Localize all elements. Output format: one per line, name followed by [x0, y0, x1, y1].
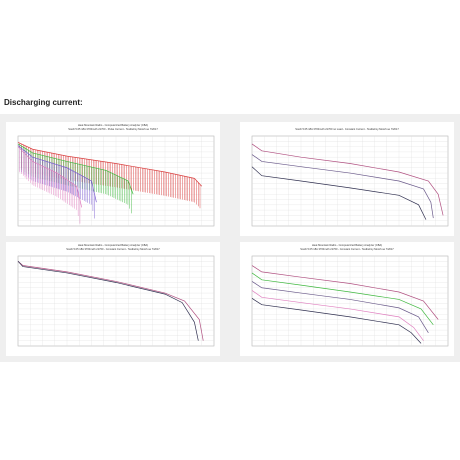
series-line: [251, 166, 427, 220]
series-line: [251, 281, 429, 333]
chart-plot: [251, 255, 449, 347]
series-line: [251, 298, 422, 344]
chart-title: Heat Mountain Radio - Computerized Batte…: [77, 124, 149, 127]
series-line: [251, 272, 434, 326]
chart-subtitle: Soshi 5.05 18A 3700mAh 21700 - Pulse Cur…: [68, 128, 158, 131]
chart-title: Heat Mountain Radio - Computerized Batte…: [311, 244, 383, 247]
chart-subtitle: Soshi 5.05 18A 3700mAh 21700 no Load - C…: [295, 128, 399, 131]
chart-constant-current-a: Heat Mountain Radio - Computerized Batte…: [6, 242, 220, 356]
chart-plot: [17, 135, 215, 227]
chart-pulse-current: Heat Mountain Radio - Computerized Batte…: [6, 122, 220, 236]
chart-constant-current-b: Heat Mountain Radio - Computerized Batte…: [240, 242, 454, 356]
series-line: [17, 146, 83, 208]
chart-title: Heat Mountain Radio - Computerized Batte…: [77, 244, 149, 247]
series-line: [251, 154, 434, 219]
chart-plot: [251, 135, 449, 227]
chart-plot: [17, 255, 215, 347]
series-line: [17, 261, 204, 341]
series-line: [251, 143, 444, 216]
chart-subtitle: Soshi 5.05 18A 3700mAh 21700 - Constant …: [66, 248, 160, 251]
series-line: [251, 265, 439, 320]
section-title: Discharging current:: [4, 98, 83, 107]
chart-constant-current-no-load: Soshi 5.05 18A 3700mAh 21700 no Load - C…: [240, 122, 454, 236]
series-line: [251, 290, 424, 341]
chart-subtitle: Soshi 5.05 18A 3700mAh 21700 - Constant …: [300, 248, 394, 251]
series-line: [17, 261, 199, 341]
